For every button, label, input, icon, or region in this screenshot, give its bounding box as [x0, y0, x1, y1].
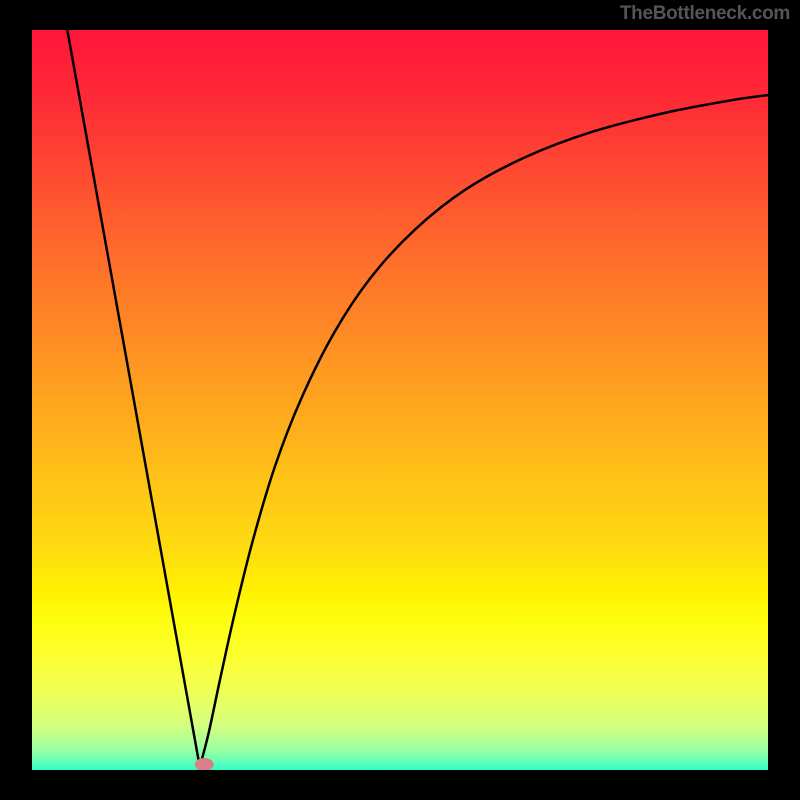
bottleneck-curve: [67, 30, 768, 767]
curve-svg: [32, 30, 768, 770]
chart-container: TheBottleneck.com: [0, 0, 800, 800]
plot-area: [32, 30, 768, 770]
watermark-text: TheBottleneck.com: [620, 3, 790, 25]
